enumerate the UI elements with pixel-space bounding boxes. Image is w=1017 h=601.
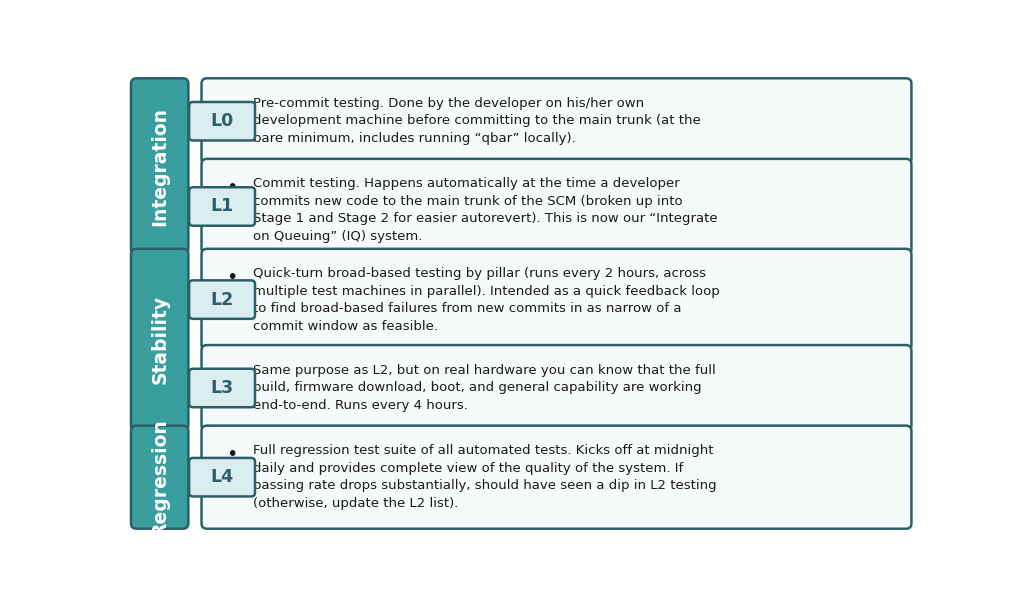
FancyBboxPatch shape [201, 249, 911, 350]
Text: •: • [226, 178, 237, 197]
Text: Pre-commit testing. Done by the developer on his/her own
development machine bef: Pre-commit testing. Done by the develope… [253, 97, 701, 145]
FancyBboxPatch shape [201, 426, 911, 529]
FancyBboxPatch shape [189, 369, 255, 407]
Text: L2: L2 [211, 291, 234, 308]
Text: •: • [226, 268, 237, 287]
FancyBboxPatch shape [131, 249, 188, 431]
Text: Commit testing. Happens automatically at the time a developer
commits new code t: Commit testing. Happens automatically at… [253, 177, 718, 243]
Text: L3: L3 [211, 379, 234, 397]
FancyBboxPatch shape [189, 188, 255, 226]
Text: L1: L1 [211, 198, 234, 216]
FancyBboxPatch shape [189, 458, 255, 496]
Text: •: • [226, 364, 237, 383]
Text: Full regression test suite of all automated tests. Kicks off at midnight
daily a: Full regression test suite of all automa… [253, 444, 717, 510]
Text: L0: L0 [211, 112, 234, 130]
FancyBboxPatch shape [201, 345, 911, 431]
Text: •: • [226, 97, 237, 117]
FancyBboxPatch shape [189, 102, 255, 141]
Text: Integration: Integration [151, 107, 169, 226]
Text: Regression: Regression [151, 418, 169, 536]
Text: Stability: Stability [151, 295, 169, 385]
Text: Same purpose as L2, but on real hardware you can know that the full
build, firmw: Same purpose as L2, but on real hardware… [253, 364, 716, 412]
FancyBboxPatch shape [131, 426, 188, 529]
Text: •: • [226, 445, 237, 464]
Text: L4: L4 [211, 468, 234, 486]
FancyBboxPatch shape [189, 280, 255, 319]
FancyBboxPatch shape [201, 78, 911, 164]
FancyBboxPatch shape [131, 78, 188, 254]
FancyBboxPatch shape [201, 159, 911, 254]
Text: Quick-turn broad-based testing by pillar (runs every 2 hours, across
multiple te: Quick-turn broad-based testing by pillar… [253, 267, 720, 333]
